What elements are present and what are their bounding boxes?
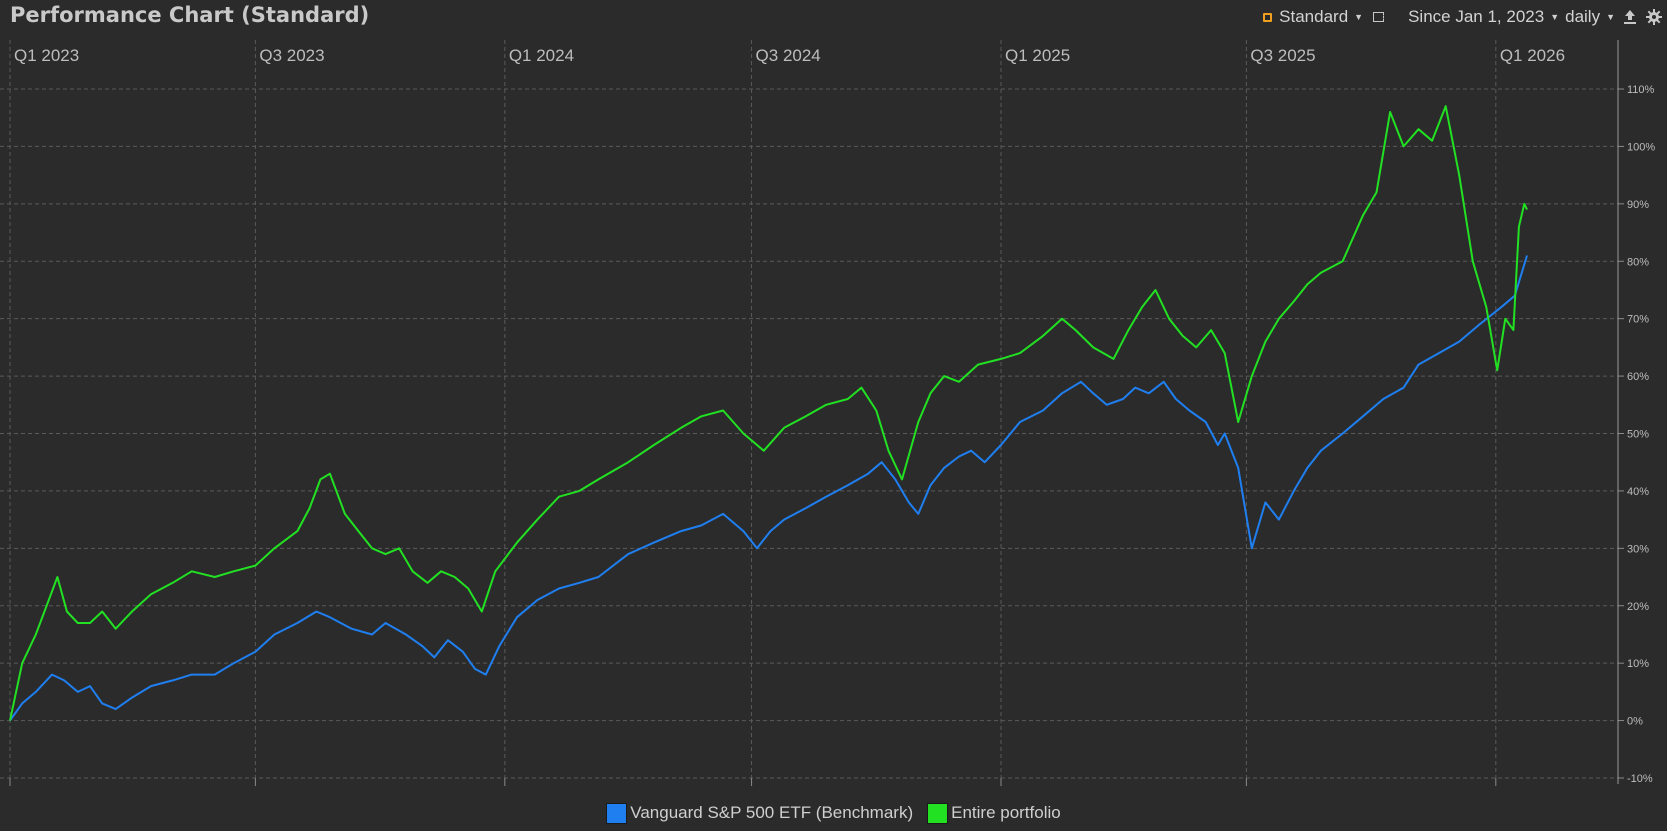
caret-down-icon: ▼: [1606, 12, 1615, 22]
y-tick-label: 10%: [1627, 658, 1649, 670]
legend-item-benchmark[interactable]: Vanguard S&P 500 ETF (Benchmark): [606, 802, 914, 824]
chart-header: Performance Chart (Standard) Standard ▼ …: [0, 0, 1667, 34]
y-tick-label: 40%: [1627, 486, 1649, 498]
legend-item-portfolio[interactable]: Entire portfolio: [927, 802, 1061, 824]
gear-icon[interactable]: [1645, 7, 1663, 27]
performance-chart[interactable]: Q1 2023 Q3 2023 Q1 2024 Q3 2024 Q1 2025 Q3 20…: [0, 34, 1667, 800]
export-upload-icon[interactable]: [1621, 7, 1639, 27]
series-line-benchmark[interactable]: [9, 255, 1528, 722]
x-tick-label: Q3 2024: [756, 46, 821, 65]
y-tick-label: 30%: [1627, 543, 1649, 555]
legend-swatch-portfolio: [927, 802, 949, 824]
popout-window-icon[interactable]: [1373, 12, 1385, 22]
chart-title: Performance Chart (Standard): [10, 3, 370, 27]
y-tick-label: -10%: [1627, 773, 1653, 785]
y-tick-label: 0%: [1627, 716, 1643, 728]
caret-down-icon: ▼: [1550, 12, 1560, 22]
x-tick-label: Q1 2025: [1005, 46, 1070, 65]
interval-dropdown[interactable]: daily ▼: [1565, 7, 1615, 27]
config-label: Standard: [1279, 7, 1349, 26]
x-tick-label: Q1 2023: [14, 46, 79, 65]
config-dropdown[interactable]: Standard ▼: [1263, 7, 1363, 27]
y-tick-label: 20%: [1627, 601, 1649, 613]
chart-legend: Vanguard S&P 500 ETF (Benchmark) Entire …: [0, 800, 1667, 826]
chart-toolbar: Standard ▼ Since Jan 1, 2023 ▼ daily ▼: [1263, 5, 1663, 29]
legend-swatch-benchmark: [606, 802, 628, 824]
series-line-portfolio[interactable]: [9, 105, 1528, 721]
period-label: Since Jan 1, 2023: [1408, 7, 1545, 26]
y-tick-label: 70%: [1627, 314, 1649, 326]
x-tick-label: Q3 2025: [1250, 46, 1315, 65]
legend-label-portfolio: Entire portfolio: [951, 803, 1061, 822]
y-tick-label: 60%: [1627, 371, 1649, 383]
y-tick-label: 90%: [1627, 199, 1649, 211]
period-dropdown[interactable]: Since Jan 1, 2023 ▼: [1408, 7, 1559, 27]
x-tick-label: Q1 2024: [509, 46, 574, 65]
legend-label-benchmark: Vanguard S&P 500 ETF (Benchmark): [630, 803, 914, 822]
caret-down-icon: ▼: [1354, 12, 1364, 22]
y-tick-label: 100%: [1627, 141, 1655, 153]
y-tick-label: 50%: [1627, 429, 1649, 441]
interval-label: daily: [1565, 7, 1601, 26]
y-tick-label: 80%: [1627, 256, 1649, 268]
y-tick-label: 110%: [1627, 84, 1655, 96]
square-outline-icon: [1263, 12, 1273, 22]
x-tick-label: Q3 2023: [259, 46, 324, 65]
x-tick-label: Q1 2026: [1500, 46, 1565, 65]
